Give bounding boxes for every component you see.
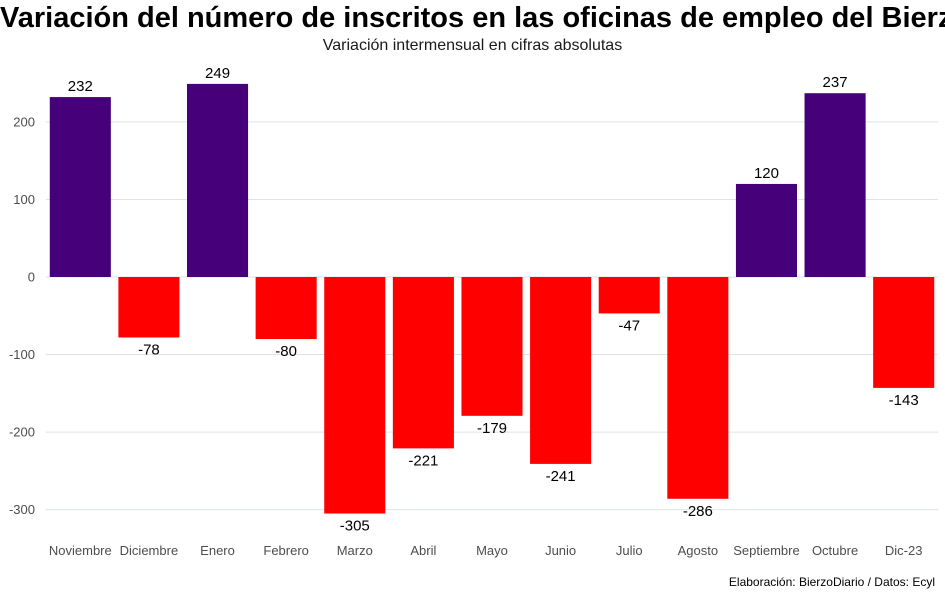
x-tick-label: Mayo — [476, 543, 508, 558]
y-tick-label: 0 — [28, 270, 35, 285]
data-label: 237 — [823, 74, 848, 91]
x-axis-ticks: Noviembre Diciembre Enero Febrero Marzo Abril… — [49, 543, 923, 558]
x-tick-label: Diciembre — [120, 543, 179, 558]
data-label: -80 — [275, 343, 297, 360]
y-tick-label: -100 — [9, 347, 35, 362]
x-tick-label: Septiembre — [733, 543, 799, 558]
data-label: 120 — [754, 165, 779, 182]
data-label: -143 — [889, 392, 919, 409]
y-tick-label: 100 — [13, 192, 35, 207]
bar — [873, 277, 935, 388]
y-tick-label: 200 — [13, 114, 35, 129]
bar — [324, 277, 386, 514]
data-label: 232 — [68, 78, 93, 95]
x-tick-label: Abril — [410, 543, 436, 558]
x-tick-label: Febrero — [263, 543, 309, 558]
y-tick-label: -200 — [9, 425, 35, 440]
bar — [735, 183, 797, 277]
chart-subtitle: Variación intermensual en cifras absolut… — [322, 37, 623, 54]
data-label: -241 — [546, 468, 576, 485]
y-axis-ticks: -300 -200 -100 0 100 200 — [9, 114, 35, 517]
bar — [392, 277, 454, 449]
x-tick-label: Octubre — [812, 543, 858, 558]
bars — [49, 83, 935, 514]
data-label: -179 — [477, 420, 507, 437]
y-tick-label: -300 — [9, 502, 35, 517]
data-label: -305 — [340, 518, 370, 535]
data-label: -286 — [683, 503, 713, 520]
bar — [598, 277, 660, 314]
data-label: -78 — [138, 341, 160, 358]
x-tick-label: Julio — [616, 543, 643, 558]
chart-caption: Elaboración: BierzoDiario / Datos: Ecyl — [728, 575, 935, 589]
data-label: -47 — [618, 317, 640, 334]
x-tick-label: Marzo — [337, 543, 373, 558]
bar — [255, 277, 317, 340]
bar — [667, 277, 729, 499]
bar — [804, 93, 866, 277]
data-label: -221 — [408, 452, 438, 469]
x-tick-label: Junio — [545, 543, 576, 558]
bar — [187, 83, 249, 277]
data-label: 249 — [205, 65, 230, 82]
bar — [118, 277, 180, 338]
data-labels: 232 -78 249 -80 -305 -221 -179 -241 -47 -286 120 23… — [68, 65, 919, 535]
x-tick-label: Dic-23 — [885, 543, 923, 558]
x-tick-label: Noviembre — [49, 543, 112, 558]
chart-title: Variación del número de inscritos en las… — [0, 2, 945, 34]
bar — [461, 277, 523, 416]
x-tick-label: Enero — [200, 543, 235, 558]
x-tick-label: Agosto — [678, 543, 718, 558]
bar — [530, 277, 592, 464]
bar — [49, 97, 111, 277]
